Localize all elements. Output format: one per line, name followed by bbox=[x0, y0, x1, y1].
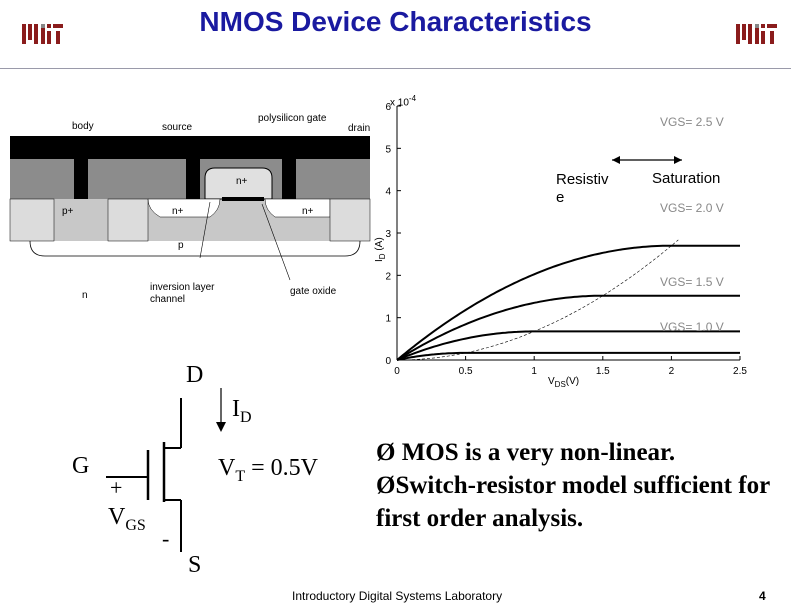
schematic-vt: VT = 0.5V bbox=[218, 455, 318, 486]
label-drain: drain bbox=[348, 123, 371, 134]
schematic-drain: D bbox=[186, 362, 204, 388]
y-tick-label: 4 bbox=[385, 187, 391, 198]
mit-logo-left bbox=[22, 24, 63, 44]
y-tick-label: 6 bbox=[385, 102, 391, 113]
polysilicon-gate bbox=[204, 167, 273, 200]
label-channel: channel bbox=[150, 294, 186, 305]
schematic-plus: + bbox=[110, 475, 123, 500]
label-n: n bbox=[82, 290, 88, 301]
legend-vgs-2-0: VGS= 2.0 V bbox=[660, 201, 724, 215]
label-gate: gate bbox=[230, 142, 250, 153]
saturation-boundary bbox=[397, 239, 679, 361]
schematic-vgs: VGS bbox=[108, 504, 146, 535]
bullet-text: Switch-resistor model sufficient for fir… bbox=[376, 472, 770, 532]
vt-symbol: V bbox=[218, 455, 236, 481]
footer-text: Introductory Digital Systems Laboratory bbox=[292, 589, 503, 603]
vt-sub: T bbox=[235, 467, 246, 485]
y-tick-label: 1 bbox=[385, 314, 391, 325]
bullet-1: Ø MOS is a very non-linear. bbox=[376, 436, 675, 469]
x-tick-label: 1 bbox=[531, 366, 537, 377]
current-symbol: I bbox=[232, 396, 240, 422]
y-tick-label: 3 bbox=[385, 229, 391, 240]
nmos-schematic bbox=[106, 388, 226, 552]
slide-title: NMOS Device Characteristics bbox=[199, 6, 592, 37]
mit-logo-right bbox=[736, 24, 777, 44]
current-sub: D bbox=[240, 408, 252, 426]
ylabel-prefix: I bbox=[374, 259, 385, 262]
n-plus-source bbox=[147, 198, 221, 218]
label-n-plus-top: n+ bbox=[236, 176, 248, 187]
bullet-2: ØSwitch-resistor model sufficient for fi… bbox=[376, 469, 776, 535]
iv-characteristic-chart: 0 1 2 3 4 5 6 0 0.5 1 1.5 2 2.5 bbox=[385, 102, 747, 377]
schematic-source: S bbox=[188, 552, 202, 578]
contact-mid bbox=[186, 159, 200, 199]
x-tick-label: 0 bbox=[394, 366, 400, 377]
series-line bbox=[396, 351, 740, 361]
contact-right bbox=[282, 159, 296, 199]
contact-left bbox=[74, 159, 88, 199]
legend-vgs-1-0: VGS= 1.0 V bbox=[660, 320, 724, 334]
label-saturation: Saturation bbox=[652, 170, 721, 187]
legend-vgs-1-5: VGS= 1.5 V bbox=[660, 275, 724, 289]
arrow-head-left bbox=[612, 156, 620, 164]
n-plus-drain bbox=[264, 198, 331, 218]
vgs-sub: GS bbox=[125, 516, 146, 534]
ylabel-sub: D bbox=[378, 253, 387, 260]
schematic-current: ID bbox=[232, 396, 252, 427]
chart-xlabel: VDS(V) bbox=[548, 376, 579, 389]
schematic-minus: - bbox=[162, 526, 170, 551]
label-resistive: Resistiv e bbox=[556, 171, 609, 206]
vgs-symbol: V bbox=[108, 504, 126, 530]
arrow-head-right bbox=[674, 156, 682, 164]
label-n-plus-right: n+ bbox=[302, 206, 314, 217]
series-line bbox=[396, 244, 740, 361]
series-line bbox=[396, 330, 740, 361]
xlabel-var: V bbox=[548, 376, 555, 387]
vt-value: = 0.5V bbox=[245, 455, 318, 481]
label-p: p bbox=[178, 240, 184, 251]
y-exponent-base: x 10 bbox=[390, 97, 409, 109]
y-exponent-power: -4 bbox=[408, 94, 417, 103]
y-tick-label: 0 bbox=[385, 356, 391, 367]
bullet-marker: Ø bbox=[376, 472, 396, 499]
xlabel-unit: (V) bbox=[565, 376, 580, 387]
x-tick-label: 2 bbox=[669, 366, 675, 377]
label-gate-oxide: gate oxide bbox=[290, 286, 337, 297]
label-body: body bbox=[72, 121, 94, 132]
label-inversion-layer: inversion layer bbox=[150, 282, 215, 293]
series-line bbox=[396, 294, 740, 361]
label-n-plus-left: n+ bbox=[172, 206, 184, 217]
chart-ylabel: ID (A) bbox=[374, 237, 387, 262]
y-tick-label: 5 bbox=[385, 144, 391, 155]
ylabel-unit: (A) bbox=[374, 237, 385, 251]
label-p-plus: p+ bbox=[62, 206, 74, 217]
chart-y-exponent: x 10-4 bbox=[390, 94, 416, 108]
title-divider bbox=[0, 68, 791, 69]
x-tick-label: 2.5 bbox=[733, 366, 747, 377]
schematic-gate: G bbox=[72, 453, 90, 479]
y-tick-label: 2 bbox=[385, 271, 391, 282]
x-tick-label: 0.5 bbox=[459, 366, 473, 377]
legend-vgs-2-5: VGS= 2.5 V bbox=[660, 115, 724, 129]
bullet-text: MOS is a very non-linear. bbox=[401, 439, 676, 466]
page-number: 4 bbox=[759, 589, 766, 603]
label-polysilicon-gate: polysilicon gate bbox=[258, 113, 327, 124]
bullet-marker: Ø bbox=[376, 439, 396, 466]
gate-oxide bbox=[222, 197, 264, 201]
label-source: source bbox=[162, 122, 193, 133]
nmos-cross-section bbox=[9, 136, 371, 281]
xlabel-sub: DS bbox=[554, 380, 566, 389]
x-tick-label: 1.5 bbox=[596, 366, 610, 377]
